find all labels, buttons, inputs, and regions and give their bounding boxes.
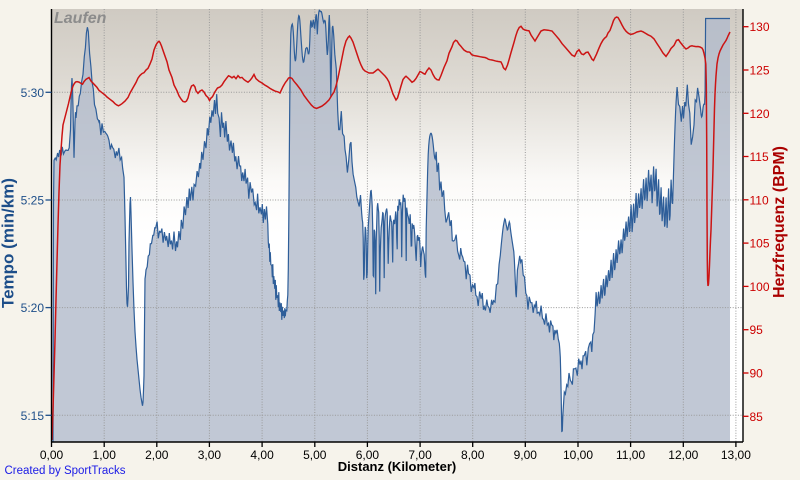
svg-text:13,00: 13,00 — [721, 448, 751, 462]
svg-text:125: 125 — [750, 64, 770, 78]
svg-text:2,00: 2,00 — [145, 448, 169, 462]
svg-text:130: 130 — [750, 20, 770, 34]
svg-text:5:30: 5:30 — [21, 86, 45, 100]
svg-text:Herzfrequenz (BPM): Herzfrequenz (BPM) — [771, 146, 788, 298]
svg-text:12,00: 12,00 — [668, 448, 698, 462]
svg-text:Tempo (min/km): Tempo (min/km) — [0, 178, 18, 308]
svg-text:3,00: 3,00 — [198, 448, 222, 462]
svg-text:5,00: 5,00 — [303, 448, 327, 462]
svg-text:Distanz (Kilometer): Distanz (Kilometer) — [338, 459, 456, 474]
svg-text:Created by SportTracks: Created by SportTracks — [5, 465, 126, 477]
svg-text:10,00: 10,00 — [563, 448, 593, 462]
svg-text:90: 90 — [750, 367, 764, 381]
svg-text:1,00: 1,00 — [93, 448, 117, 462]
svg-text:100: 100 — [750, 280, 770, 294]
svg-text:110: 110 — [750, 193, 769, 207]
svg-text:5:25: 5:25 — [21, 194, 45, 208]
svg-text:105: 105 — [750, 237, 770, 251]
svg-text:85: 85 — [750, 410, 764, 424]
svg-text:120: 120 — [750, 107, 770, 121]
svg-text:5:20: 5:20 — [21, 301, 45, 315]
svg-text:9,00: 9,00 — [514, 448, 538, 462]
svg-text:8,00: 8,00 — [461, 448, 485, 462]
svg-text:6,00: 6,00 — [356, 448, 380, 462]
svg-text:Laufen: Laufen — [54, 10, 107, 27]
svg-text:11,00: 11,00 — [616, 448, 645, 462]
svg-text:7,00: 7,00 — [408, 448, 432, 462]
svg-text:95: 95 — [750, 323, 764, 337]
svg-text:5:15: 5:15 — [21, 409, 45, 423]
svg-text:0,00: 0,00 — [40, 448, 64, 462]
svg-text:115: 115 — [750, 150, 769, 164]
svg-text:4,00: 4,00 — [250, 448, 274, 462]
